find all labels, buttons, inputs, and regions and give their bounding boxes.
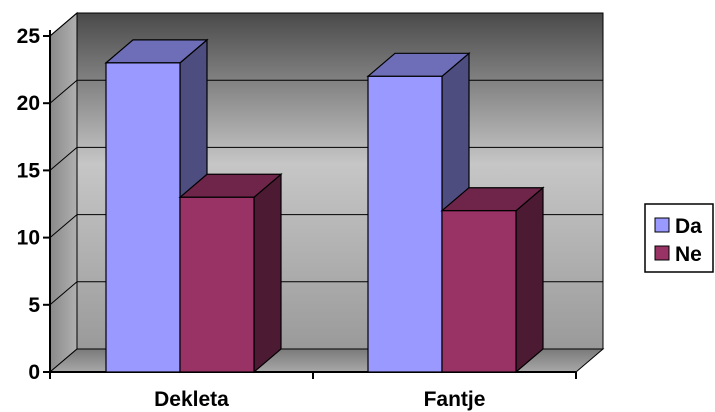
bar-ne-dekleta — [178, 172, 283, 374]
y-tick-label: 20 — [17, 92, 40, 115]
x-axis-labels: Dekleta Fantje — [154, 388, 485, 411]
bar-ne-fantje — [440, 186, 545, 374]
legend-label: Ne — [675, 243, 702, 266]
bar-side — [515, 186, 544, 374]
legend-label: Da — [675, 215, 702, 238]
y-tick-label: 5 — [28, 294, 40, 317]
bar-front — [179, 196, 255, 373]
bar-front — [441, 210, 517, 373]
y-tick-label: 0 — [28, 361, 40, 384]
y-axis-ticks: 0 5 10 15 20 25 — [17, 25, 50, 384]
legend-box — [644, 203, 714, 273]
bar-side — [253, 172, 282, 374]
legend: Da Ne — [644, 203, 714, 273]
x-category-label: Dekleta — [154, 388, 229, 411]
bar-front — [105, 62, 181, 373]
gridline — [49, 12, 603, 37]
y-tick-label: 10 — [17, 227, 40, 250]
y-tick-label: 15 — [17, 159, 41, 182]
x-category-label: Fantje — [424, 388, 486, 411]
y-tick-label: 25 — [17, 25, 41, 48]
side-wall — [49, 11, 78, 374]
legend-swatch — [654, 245, 670, 261]
bar-front — [367, 75, 443, 373]
bars — [104, 38, 545, 374]
legend-swatch — [654, 217, 670, 233]
